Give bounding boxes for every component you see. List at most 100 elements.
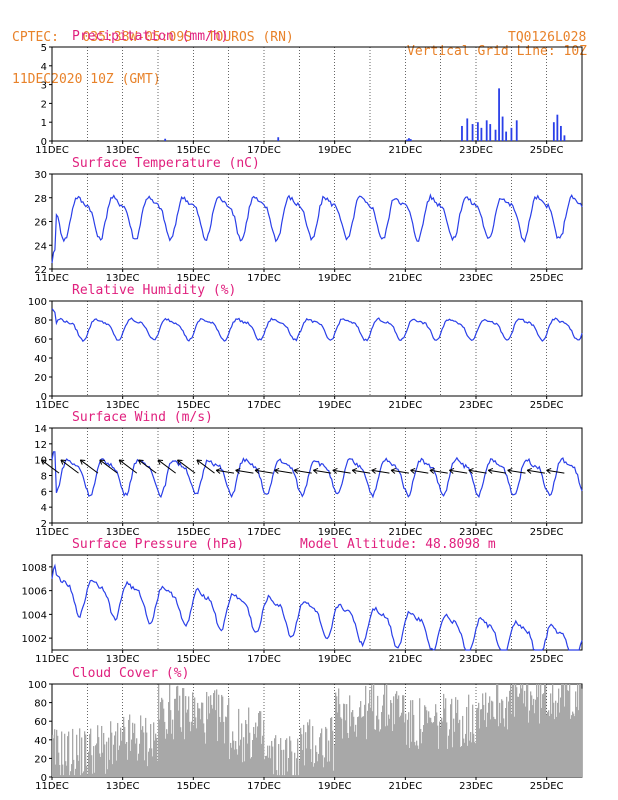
cloud-bar <box>402 695 404 777</box>
wind-arrow <box>157 459 176 474</box>
precip-bar <box>505 131 508 141</box>
precip-bar <box>501 116 504 141</box>
cloud-bar <box>508 701 510 777</box>
cloud-bar <box>400 715 402 777</box>
cloud-bar <box>172 719 174 777</box>
cloud-bar <box>494 718 496 777</box>
cloud-bar <box>132 722 134 777</box>
cloud-bar <box>474 742 476 777</box>
y-tick-label: 60 <box>34 335 47 346</box>
cloud-bar <box>459 719 461 777</box>
cloud-bar <box>253 727 255 777</box>
cloud-bar <box>492 701 494 777</box>
cloud-bar <box>475 743 477 777</box>
x-tick-label: 11DEC <box>35 654 69 665</box>
y-tick-label: 4 <box>41 503 47 514</box>
wind-arrow <box>99 459 118 474</box>
cloud-bar <box>258 713 260 777</box>
wind-arrow <box>527 469 545 474</box>
cloud-bar <box>76 734 78 777</box>
cloud-bar <box>222 696 224 777</box>
y-tick-label: 80 <box>34 699 47 710</box>
cloud-bar <box>229 759 231 777</box>
cloud-bar <box>561 684 563 777</box>
series-line <box>51 308 583 343</box>
cloud-bar <box>520 684 522 777</box>
cloud-bar <box>339 704 341 777</box>
cloud-bar <box>407 719 409 777</box>
cloud-bar <box>102 752 104 777</box>
cloud-bar <box>348 737 350 777</box>
cloud-bar <box>293 775 295 777</box>
cloud-bar <box>134 723 136 777</box>
cloud-bar <box>485 692 487 777</box>
cloud-bar <box>271 740 273 777</box>
y-tick-label: 30 <box>34 170 47 181</box>
cloud-bar <box>217 741 219 777</box>
cloud-bar <box>570 718 572 777</box>
plot-frame <box>51 300 583 397</box>
cloud-bar <box>71 764 73 777</box>
cloud-bar <box>268 757 270 777</box>
chart-panel-5: 0 20 40 60 80 100 11DEC 13DEC 15DEC 17DEC 19DEC 21D… <box>28 666 583 792</box>
x-tick-label: 17DEC <box>247 781 281 792</box>
cloud-bar <box>497 684 499 777</box>
cloud-bar <box>215 710 217 777</box>
cloud-bar <box>210 695 212 777</box>
cloud-bar <box>322 755 324 777</box>
cloud-bar <box>518 696 520 777</box>
x-tick-label: 25DEC <box>530 781 564 792</box>
cloud-bar <box>151 748 153 777</box>
cloud-bar <box>290 740 292 777</box>
cloud-bar <box>511 713 513 777</box>
y-tick-label: 60 <box>34 717 47 728</box>
x-tick-label: 21DEC <box>388 527 422 538</box>
x-tick-label: 15DEC <box>176 400 210 411</box>
cloud-bar <box>69 775 71 777</box>
cloud-bar <box>98 737 100 777</box>
cloud-bar <box>334 744 336 777</box>
wind-arrow-head <box>99 459 103 465</box>
cloud-bar <box>479 728 481 777</box>
series-line <box>51 193 583 264</box>
x-tick-label: 21DEC <box>388 400 422 411</box>
cloud-bar <box>345 720 347 777</box>
cloud-bar <box>143 732 145 777</box>
cloud-bar <box>547 712 549 777</box>
x-tick-label: 13DEC <box>106 781 140 792</box>
x-tick-label: 17DEC <box>247 273 281 284</box>
cloud-bar <box>556 716 558 777</box>
cloud-bar <box>314 763 316 777</box>
cloud-bar <box>398 695 400 777</box>
x-tick-label: 13DEC <box>106 145 140 156</box>
cloud-bar <box>64 733 66 777</box>
wind-arrow-head <box>118 459 122 465</box>
cloud-bar <box>221 694 223 777</box>
cloud-bar <box>159 719 161 777</box>
cloud-bar <box>423 725 425 777</box>
wind-arrow-head <box>332 469 337 474</box>
cloud-bar <box>526 684 528 777</box>
cloud-bar <box>164 721 166 777</box>
cloud-bar <box>280 738 282 777</box>
cloud-bar <box>276 770 278 777</box>
cloud-bar <box>515 684 517 777</box>
cloud-bar <box>325 726 327 777</box>
cloud-bar <box>560 697 562 777</box>
wind-arrow <box>391 469 409 474</box>
x-tick-label: 17DEC <box>247 654 281 665</box>
cloud-bar <box>225 716 227 777</box>
wind-arrow <box>274 469 293 474</box>
cloud-bar <box>299 760 301 777</box>
cloud-bar <box>88 751 90 777</box>
cloud-bar <box>301 734 303 777</box>
cloud-bar <box>352 710 354 777</box>
cloud-bar <box>381 712 383 777</box>
cloud-bar <box>265 755 267 777</box>
cloud-bar <box>150 724 152 777</box>
cloud-bar <box>214 690 216 777</box>
wind-arrow <box>254 469 273 474</box>
wind-arrow-head <box>351 469 357 474</box>
cloud-bar <box>232 731 234 777</box>
cloud-bar <box>363 716 365 777</box>
